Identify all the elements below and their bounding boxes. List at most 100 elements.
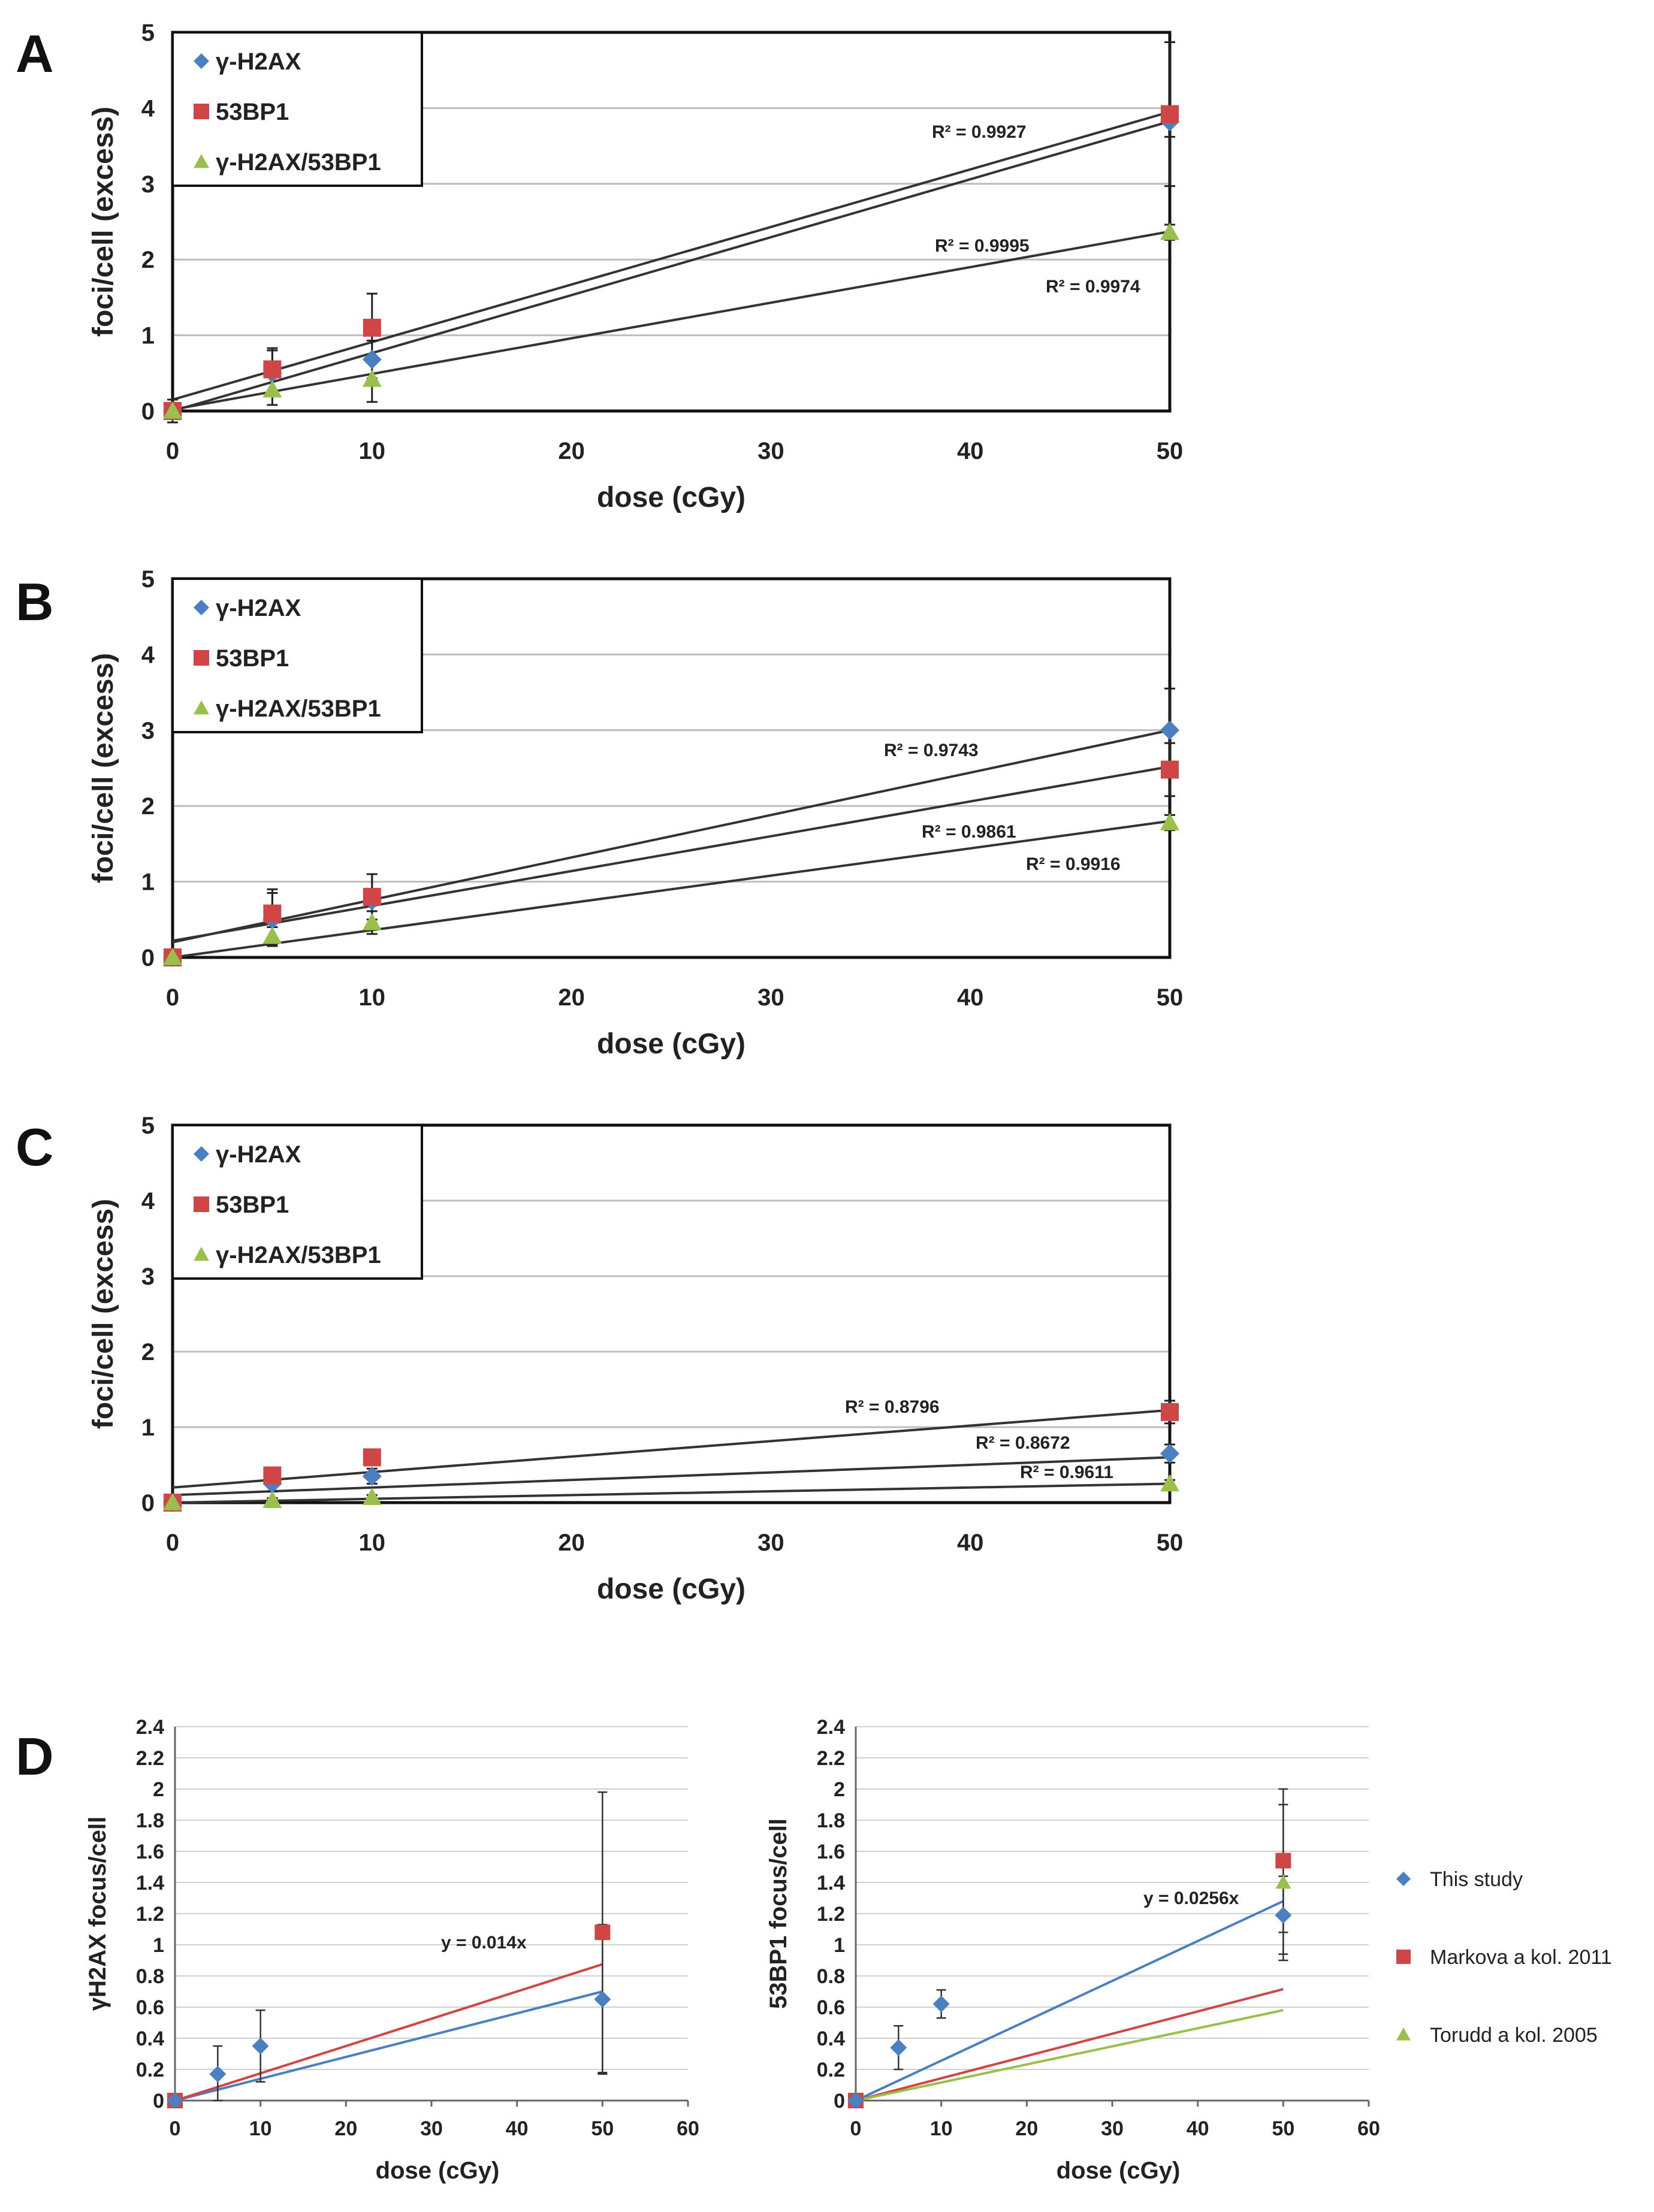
x-tick-label: 40	[957, 984, 984, 1011]
x-tick-label: 20	[558, 438, 585, 464]
data-point	[363, 318, 381, 337]
data-point	[362, 1488, 382, 1505]
y-tick-label: 2	[141, 1339, 155, 1365]
x-tick-label: 0	[166, 1530, 179, 1556]
y-tick-label: 2.2	[136, 1747, 164, 1770]
data-point	[1275, 1853, 1291, 1869]
y-tick-label: 1.8	[817, 1809, 845, 1832]
r-squared-label: R² = 0.9611	[1020, 1462, 1113, 1482]
trendline	[172, 820, 1170, 959]
panel-letter: C	[16, 1117, 54, 1177]
x-tick-label: 20	[1015, 2117, 1038, 2140]
legend: γ-H2AX 53BP1 γ-H2AX/53BP1	[171, 31, 423, 187]
x-tick-label: 0	[170, 2117, 181, 2140]
regression-equation: y = 0.0256x	[1143, 1888, 1239, 1908]
y-tick-label: 2	[141, 793, 155, 820]
legend-label: γ-H2AX/53BP1	[216, 149, 381, 176]
data-point	[262, 926, 282, 944]
y-tick-label: 2	[153, 1778, 164, 1801]
y-axis-title: foci/cell (excess)	[87, 653, 119, 883]
data-point	[1275, 1875, 1291, 1889]
y-tick-label: 5	[141, 566, 155, 593]
x-axis-title: dose (cGy)	[597, 482, 745, 513]
data-point	[847, 2092, 864, 2109]
x-tick-label: 60	[677, 2117, 699, 2140]
y-tick-label: 1.4	[136, 1872, 164, 1894]
x-tick-label: 20	[334, 2117, 357, 2140]
legend: γ-H2AX 53BP1 γ-H2AX/53BP1	[171, 1124, 423, 1280]
y-tick-label: 2.4	[817, 1716, 845, 1739]
legend-label: Torudd a kol. 2005	[1430, 2024, 1598, 2047]
legend-marker	[194, 700, 209, 715]
legend-label: γ-H2AX	[216, 595, 301, 621]
x-axis-title: dose (cGy)	[1057, 2157, 1181, 2184]
y-tick-label: 0	[141, 398, 155, 425]
legend-marker	[1396, 1872, 1411, 1886]
legend-label: Markova a kol. 2011	[1430, 1946, 1612, 1969]
legend-box	[171, 31, 423, 187]
x-tick-label: 40	[1187, 2117, 1209, 2140]
x-tick-label: 30	[757, 1530, 784, 1556]
data-point	[167, 2092, 183, 2109]
legend-marker	[194, 1146, 209, 1162]
data-point	[362, 369, 382, 387]
y-tick-label: 0.2	[817, 2059, 845, 2081]
y-tick-label: 4	[141, 1188, 155, 1214]
legend-label: γ-H2AX	[216, 1141, 301, 1168]
y-axis-title: foci/cell (excess)	[87, 107, 119, 337]
y-tick-label: 1.6	[817, 1841, 845, 1863]
data-point	[263, 360, 282, 379]
data-point	[1160, 720, 1179, 740]
y-tick-label: 4	[141, 95, 155, 122]
data-point	[163, 401, 182, 419]
y-tick-label: 0.8	[817, 1965, 845, 1988]
y-tick-label: 0.2	[136, 2059, 164, 2081]
y-tick-label: 5	[141, 1113, 155, 1139]
data-point	[163, 1493, 182, 1510]
data-point	[209, 2065, 227, 2083]
y-tick-label: 1	[141, 1415, 155, 1441]
x-tick-label: 40	[957, 438, 984, 464]
trendline	[174, 1990, 603, 2102]
legend-marker	[194, 650, 209, 666]
r-squared-label: R² = 0.9916	[1026, 854, 1121, 874]
data-point	[363, 1448, 381, 1467]
legend-label: γ-H2AX/53BP1	[216, 696, 381, 722]
trendline	[174, 1963, 603, 2102]
data-point	[163, 948, 182, 965]
y-tick-label: 1.4	[817, 1872, 845, 1894]
trendline	[172, 110, 1170, 401]
r-squared-label: R² = 0.9927	[932, 122, 1027, 142]
data-point	[1160, 222, 1179, 240]
legend-marker	[1396, 2027, 1411, 2041]
trendline	[855, 1988, 1284, 2102]
x-axis-title: dose (cGy)	[597, 1028, 745, 1060]
data-point	[1161, 1403, 1179, 1421]
x-tick-label: 30	[1101, 2117, 1124, 2140]
x-tick-label: 0	[850, 2117, 862, 2140]
x-tick-label: 40	[506, 2117, 529, 2140]
y-tick-label: 1	[141, 869, 155, 896]
y-tick-label: 1.6	[136, 1841, 164, 1863]
r-squared-label: R² = 0.8672	[976, 1433, 1070, 1453]
trendline	[855, 1900, 1284, 2102]
y-tick-label: 4	[141, 642, 155, 668]
data-point	[263, 904, 282, 923]
x-tick-label: 20	[558, 984, 585, 1011]
r-squared-label: R² = 0.9995	[935, 236, 1030, 256]
legend: γ-H2AX 53BP1 γ-H2AX/53BP1	[171, 578, 423, 733]
data-point	[594, 1924, 611, 1941]
x-tick-label: 30	[757, 438, 784, 464]
r-squared-label: R² = 0.9861	[922, 822, 1016, 842]
data-point	[362, 912, 382, 930]
y-tick-label: 0	[834, 2090, 845, 2113]
legend-marker	[194, 600, 209, 615]
data-point	[1161, 105, 1179, 123]
trendline	[172, 230, 1170, 411]
data-point	[362, 1466, 382, 1486]
y-axis-title: 53BP1 focus/cell	[765, 1818, 792, 2009]
trendline	[172, 1409, 1170, 1489]
